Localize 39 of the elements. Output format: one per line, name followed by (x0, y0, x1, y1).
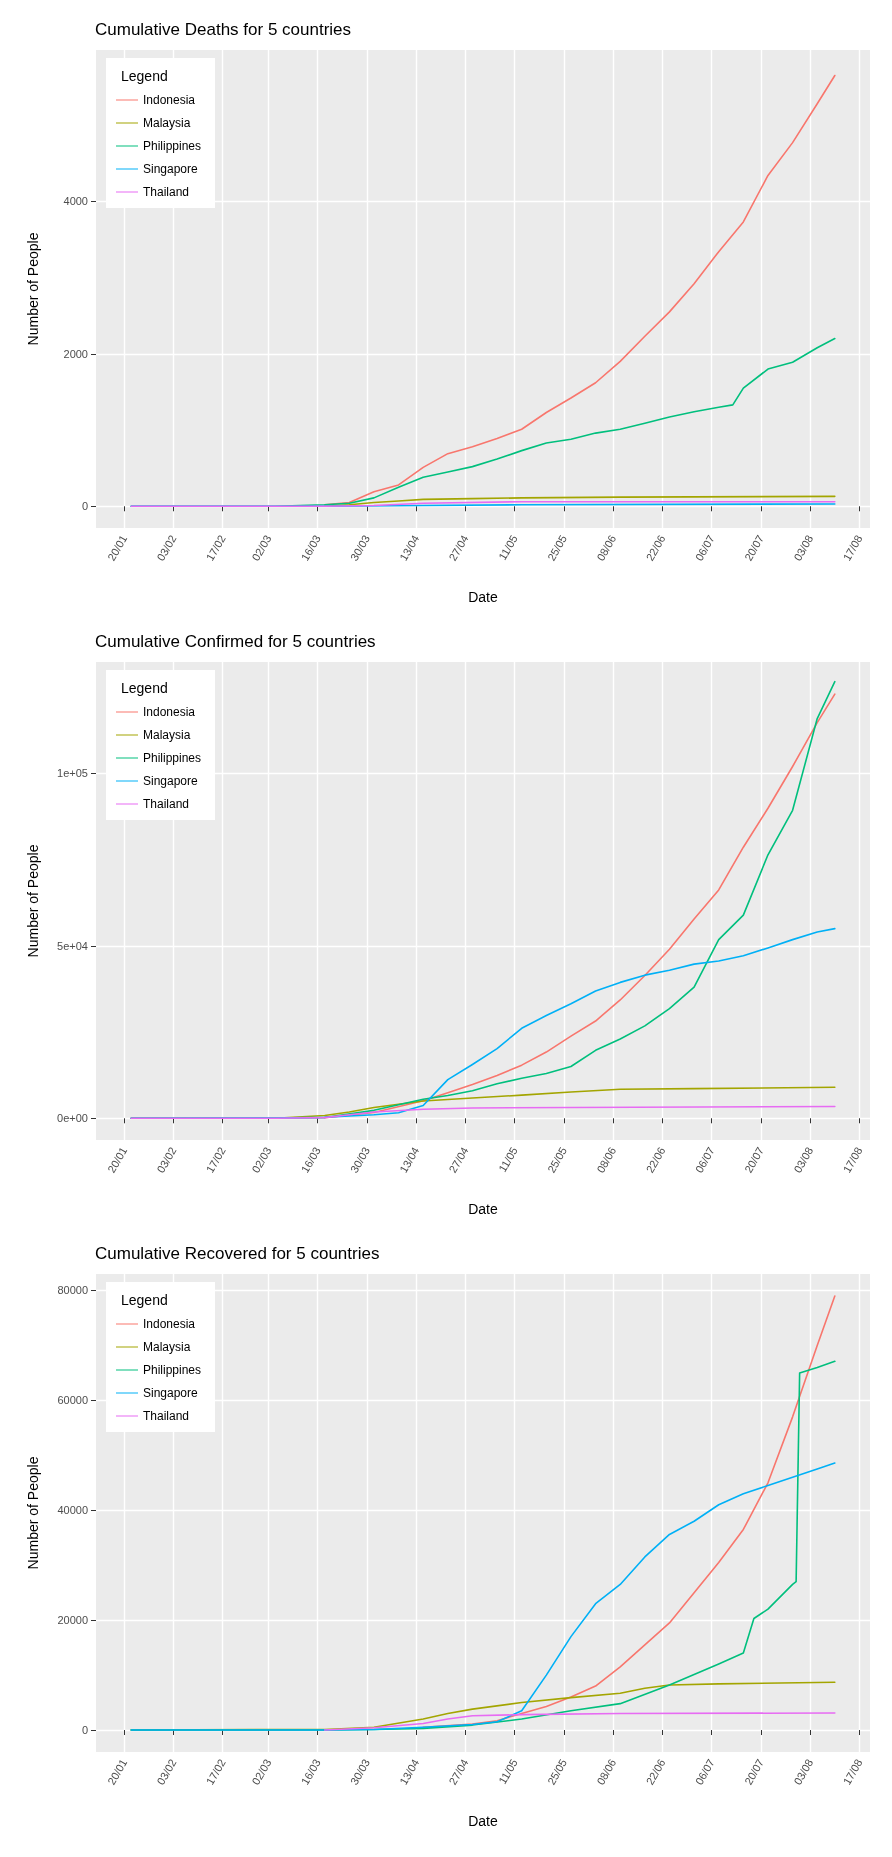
x-axis-title: Date (468, 1201, 498, 1217)
legend-label: Malaysia (143, 728, 191, 742)
y-tick-label: 5e+04 (57, 939, 88, 952)
y-tick-label: 40000 (57, 1504, 88, 1517)
legend-title: Legend (121, 68, 168, 84)
legend-title: Legend (121, 1292, 168, 1308)
y-tick-label: 4000 (63, 195, 88, 208)
legend-label: Indonesia (143, 705, 196, 719)
legend-label: Philippines (143, 139, 202, 153)
y-tick-label: 2000 (63, 347, 88, 360)
legend-label: Indonesia (143, 1317, 196, 1331)
y-tick-label: 0 (81, 500, 88, 513)
legend-label: Philippines (143, 1363, 202, 1377)
legend-label: Philippines (143, 751, 202, 765)
x-axis-title: Date (468, 589, 498, 605)
y-axis-title: Number of People (25, 844, 41, 958)
x-axis-title: Date (468, 1813, 498, 1829)
legend-label: Thailand (143, 797, 190, 811)
legend-label: Singapore (143, 774, 199, 788)
legend-title: Legend (121, 680, 168, 696)
legend-label: Singapore (143, 162, 199, 176)
chart-title: Cumulative Recovered for 5 countries (95, 1244, 380, 1263)
chart-title: Cumulative Confirmed for 5 countries (95, 632, 376, 651)
chart-title: Cumulative Deaths for 5 countries (95, 20, 352, 39)
legend-label: Singapore (143, 1386, 199, 1400)
legend-label: Malaysia (143, 116, 191, 130)
legend-label: Indonesia (143, 93, 196, 107)
legend-label: Thailand (143, 1409, 190, 1423)
y-tick-label: 20000 (57, 1614, 88, 1627)
line-series (323, 1712, 836, 1731)
legend-label: Thailand (143, 185, 190, 199)
y-tick-label: 1e+05 (57, 767, 88, 780)
legend-label: Malaysia (143, 1340, 191, 1354)
y-tick-label: 0e+00 (57, 1112, 88, 1125)
y-tick-label: 0 (81, 1724, 88, 1737)
y-tick-label: 60000 (57, 1394, 88, 1407)
y-tick-label: 80000 (57, 1284, 88, 1297)
y-axis-title: Number of People (25, 1456, 41, 1570)
y-axis-title: Number of People (25, 232, 41, 346)
